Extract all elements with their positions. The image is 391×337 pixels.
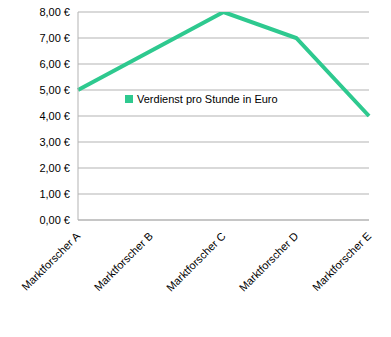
svg-text:4,00 €: 4,00 € [39,110,70,122]
svg-text:0,00 €: 0,00 € [39,214,70,226]
svg-text:5,00 €: 5,00 € [39,84,70,96]
svg-text:Marktforscher A: Marktforscher A [19,229,82,292]
svg-text:Marktforscher D: Marktforscher D [237,230,301,294]
svg-text:6,00 €: 6,00 € [39,58,70,70]
svg-text:2,00 €: 2,00 € [39,162,70,174]
svg-text:8,00 €: 8,00 € [39,8,70,18]
svg-text:7,00 €: 7,00 € [39,32,70,44]
svg-text:Marktforscher C: Marktforscher C [164,230,228,294]
svg-text:3,00 €: 3,00 € [39,136,70,148]
html-text:Verdienst pro Stunde in Euro: Verdienst pro Stunde in Euro [137,93,278,105]
svg-text:1,00 €: 1,00 € [39,188,70,200]
svg-text:Marktforscher B: Marktforscher B [92,230,155,293]
svg-text:Marktforscher E: Marktforscher E [310,230,373,293]
